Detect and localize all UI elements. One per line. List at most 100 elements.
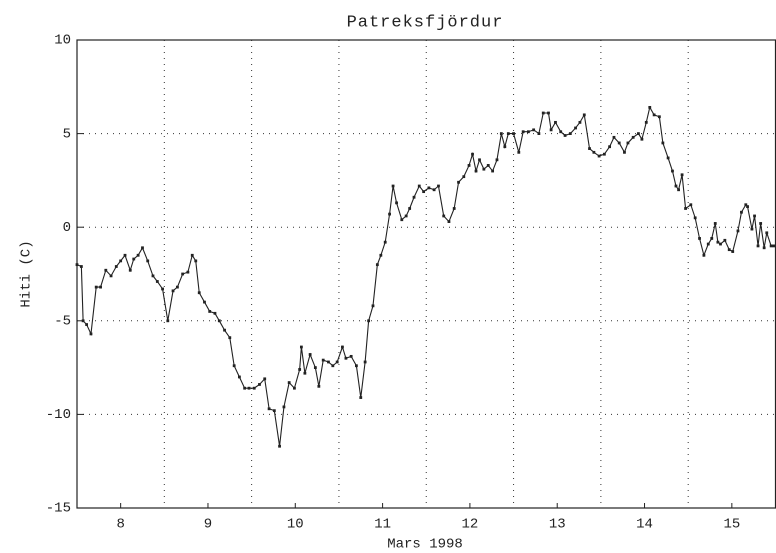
marker bbox=[217, 319, 221, 323]
marker bbox=[363, 360, 367, 364]
marker bbox=[512, 132, 515, 135]
marker bbox=[661, 141, 665, 145]
marker bbox=[243, 386, 247, 390]
marker bbox=[375, 263, 379, 267]
marker bbox=[379, 253, 383, 257]
marker bbox=[713, 222, 717, 225]
marker bbox=[772, 244, 776, 248]
marker bbox=[252, 386, 256, 390]
marker bbox=[408, 207, 412, 210]
marker bbox=[190, 253, 194, 257]
marker bbox=[371, 304, 375, 308]
marker bbox=[478, 158, 481, 162]
marker bbox=[181, 272, 185, 276]
marker bbox=[151, 274, 155, 278]
marker bbox=[298, 368, 302, 371]
marker bbox=[756, 244, 760, 248]
marker bbox=[626, 141, 630, 145]
marker bbox=[171, 289, 175, 293]
y-tick-label: -10 bbox=[46, 407, 71, 423]
marker bbox=[499, 132, 503, 135]
marker bbox=[554, 120, 557, 124]
marker bbox=[85, 323, 89, 326]
marker bbox=[467, 164, 471, 167]
marker bbox=[457, 180, 460, 184]
marker bbox=[272, 409, 276, 413]
marker bbox=[527, 130, 530, 134]
y-tick-label: 0 bbox=[63, 220, 71, 236]
marker bbox=[698, 237, 701, 240]
marker bbox=[317, 384, 321, 388]
marker bbox=[517, 150, 521, 154]
marker bbox=[563, 134, 567, 137]
marker bbox=[223, 328, 226, 332]
marker bbox=[506, 132, 510, 135]
marker bbox=[740, 210, 743, 214]
marker bbox=[657, 115, 661, 119]
marker bbox=[114, 265, 118, 268]
x-tick-label: 9 bbox=[204, 517, 212, 533]
marker bbox=[637, 132, 640, 135]
marker bbox=[674, 184, 678, 188]
marker bbox=[404, 214, 408, 218]
y-tick-label: -5 bbox=[54, 314, 71, 330]
marker bbox=[631, 135, 635, 139]
marker bbox=[81, 319, 85, 323]
marker bbox=[723, 238, 727, 242]
marker bbox=[765, 231, 769, 235]
marker bbox=[344, 356, 348, 360]
marker bbox=[727, 248, 731, 252]
marker bbox=[617, 141, 621, 145]
marker bbox=[612, 135, 616, 139]
marker bbox=[541, 111, 545, 115]
marker bbox=[99, 285, 102, 289]
marker bbox=[194, 259, 198, 263]
marker bbox=[491, 169, 495, 173]
marker bbox=[417, 184, 421, 188]
x-tick-label: 15 bbox=[723, 517, 740, 533]
marker bbox=[197, 291, 201, 295]
marker bbox=[671, 169, 674, 173]
x-tick-label: 8 bbox=[116, 517, 124, 533]
marker bbox=[109, 274, 113, 278]
marker bbox=[293, 386, 296, 390]
x-tick-label: 10 bbox=[287, 517, 304, 533]
marker bbox=[238, 375, 241, 379]
chart-title: Patreksfjördur bbox=[347, 13, 504, 32]
marker bbox=[203, 300, 206, 304]
marker bbox=[287, 381, 291, 384]
marker bbox=[769, 244, 773, 248]
marker bbox=[447, 220, 451, 223]
x-tick-label: 14 bbox=[636, 517, 653, 533]
marker bbox=[228, 336, 232, 340]
marker bbox=[482, 167, 486, 171]
marker bbox=[355, 364, 358, 368]
marker bbox=[716, 240, 720, 244]
marker bbox=[521, 130, 525, 134]
marker bbox=[412, 195, 416, 199]
marker bbox=[321, 358, 325, 362]
marker bbox=[462, 175, 466, 179]
marker bbox=[299, 345, 303, 349]
marker bbox=[155, 280, 159, 283]
marker bbox=[744, 203, 748, 207]
marker bbox=[427, 186, 431, 190]
marker bbox=[648, 105, 652, 109]
marker bbox=[474, 169, 478, 173]
marker bbox=[327, 360, 330, 364]
marker bbox=[547, 111, 550, 115]
marker bbox=[132, 257, 136, 261]
marker bbox=[208, 310, 212, 313]
marker bbox=[263, 377, 267, 381]
marker bbox=[331, 364, 335, 368]
marker bbox=[640, 137, 644, 141]
marker bbox=[706, 242, 710, 246]
marker bbox=[176, 285, 179, 289]
x-tick-label: 13 bbox=[549, 517, 566, 533]
marker bbox=[123, 253, 127, 257]
marker bbox=[602, 152, 606, 156]
marker bbox=[432, 188, 436, 192]
marker bbox=[702, 253, 706, 257]
